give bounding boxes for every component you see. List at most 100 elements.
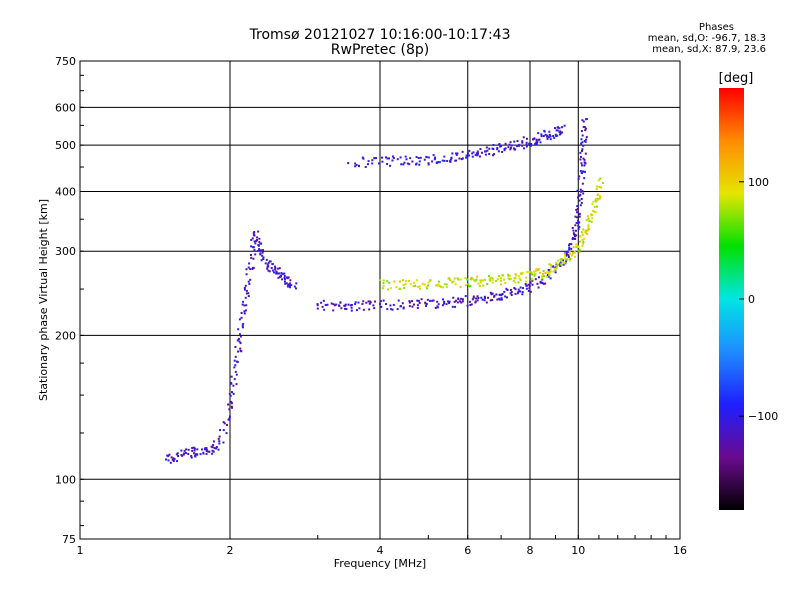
scatter-point	[541, 278, 544, 281]
scatter-point	[517, 288, 520, 291]
scatter-point	[582, 242, 585, 245]
scatter-point	[355, 164, 358, 167]
scatter-point	[590, 213, 593, 216]
scatter-point	[493, 294, 496, 297]
scatter-point	[455, 159, 458, 162]
scatter-point	[581, 134, 584, 137]
scatter-point	[456, 277, 459, 280]
scatter-point	[555, 129, 558, 132]
scatter-point	[228, 415, 231, 418]
scatter-point	[182, 453, 185, 456]
scatter-point	[598, 197, 601, 200]
scatter-point	[199, 453, 202, 456]
scatter-point	[573, 255, 576, 258]
scatter-point	[491, 154, 494, 157]
scatter-point	[514, 281, 517, 284]
scatter-point	[540, 133, 543, 136]
scatter-point	[428, 299, 431, 302]
phase-stats-o: mean, sd,O: -96.7, 18.3	[647, 33, 766, 44]
scatter-point	[441, 298, 444, 301]
scatter-point	[496, 278, 499, 281]
scatter-point	[513, 287, 516, 290]
scatter-point	[247, 266, 250, 269]
scatter-point	[529, 290, 532, 293]
scatter-point	[485, 146, 488, 149]
scatter-point	[580, 231, 583, 234]
scatter-point	[345, 308, 348, 311]
scatter-point	[230, 405, 233, 408]
scatter-point	[541, 275, 544, 278]
scatter-point	[400, 163, 403, 166]
scatter-point	[288, 284, 291, 287]
scatter-point	[501, 150, 504, 153]
scatter-point	[321, 305, 324, 308]
scatter-point	[258, 237, 261, 240]
scatter-point	[579, 188, 582, 191]
axes: 1 2 4 6 8 10 16 75 100 200 300 400 500 600 750	[55, 55, 687, 557]
scatter-point	[580, 164, 583, 167]
scatter-point	[335, 303, 338, 306]
scatter-point	[322, 299, 325, 302]
scatter-point	[546, 137, 549, 140]
scatter-point	[491, 281, 494, 284]
scatter-point	[487, 275, 490, 278]
scatter-point	[454, 283, 457, 286]
scatter-point	[248, 282, 251, 285]
scatter-point	[427, 162, 430, 165]
scatter-point	[207, 450, 210, 453]
scatter-point	[258, 249, 261, 252]
scatter-point	[515, 274, 518, 277]
scatter-point	[568, 250, 571, 253]
scatter-point	[498, 143, 501, 146]
scatter-point	[474, 301, 477, 304]
scatter-point	[481, 279, 484, 282]
scatter-point	[582, 120, 585, 123]
scatter-point	[507, 146, 510, 149]
scatter-point	[250, 238, 253, 241]
x-tick-label: 10	[571, 544, 585, 557]
scatter-point	[535, 268, 538, 271]
scatter-point	[542, 275, 545, 278]
scatter-point	[395, 286, 398, 289]
scatter-point	[503, 147, 506, 150]
scatter-point	[525, 141, 528, 144]
scatter-point	[531, 273, 534, 276]
scatter-point	[461, 298, 464, 301]
scatter-point	[398, 288, 401, 291]
scatter-point	[517, 290, 520, 293]
scatter-point	[536, 141, 539, 144]
scatter-point	[438, 161, 441, 164]
scatter-point	[451, 281, 454, 284]
scatter-point	[466, 278, 469, 281]
scatter-point	[576, 189, 579, 192]
scatter-point	[384, 156, 387, 159]
scatter-point	[491, 278, 494, 281]
scatter-point	[503, 278, 506, 281]
scatter-point	[393, 280, 396, 283]
scatter-point	[172, 457, 175, 460]
scatter-point	[577, 246, 580, 249]
scatter-point	[599, 196, 602, 199]
scatter-point	[392, 303, 395, 306]
scatter-point	[546, 276, 549, 279]
scatter-point	[535, 141, 538, 144]
scatter-point	[509, 277, 512, 280]
scatter-point	[460, 158, 463, 161]
scatter-point	[576, 211, 579, 214]
scatter-point	[267, 261, 270, 264]
scatter-point	[274, 265, 277, 268]
scatter-point	[486, 282, 489, 285]
scatter-point	[496, 148, 499, 151]
scatter-point	[591, 203, 594, 206]
scatter-point	[222, 441, 225, 444]
scatter-point	[405, 158, 408, 161]
scatter-point	[283, 274, 286, 277]
scatter-point	[170, 456, 173, 459]
scatter-point	[371, 162, 374, 165]
scatter-point	[420, 298, 423, 301]
scatter-point	[561, 126, 564, 129]
scatter-point	[262, 256, 265, 259]
scatter-point	[580, 162, 583, 165]
scatter-point	[591, 217, 594, 220]
scatter-point	[449, 158, 452, 161]
